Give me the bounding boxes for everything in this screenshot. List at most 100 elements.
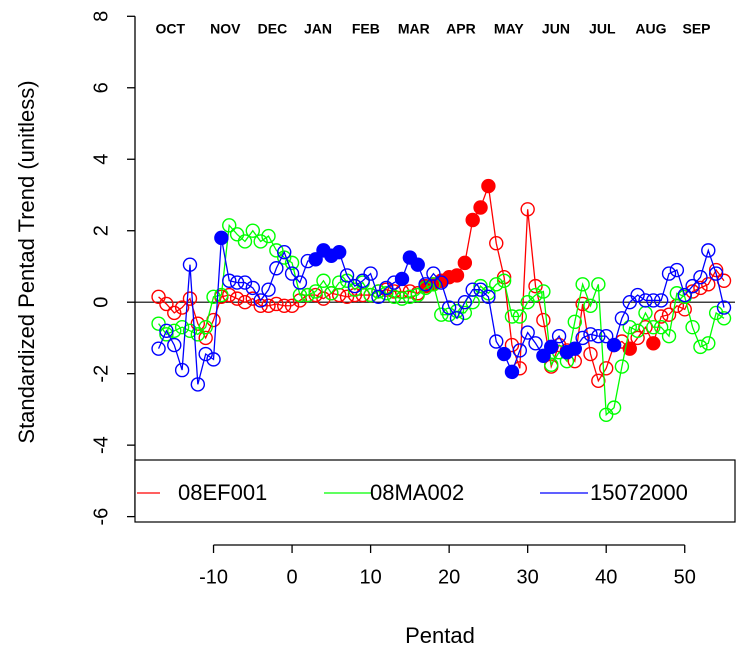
point xyxy=(386,289,402,305)
point xyxy=(159,323,174,338)
point xyxy=(622,320,637,335)
point xyxy=(536,312,551,328)
point xyxy=(410,287,425,303)
point xyxy=(669,262,685,278)
y-tick-label: 8 xyxy=(90,11,112,22)
point xyxy=(253,293,268,308)
point xyxy=(496,273,512,288)
point xyxy=(284,298,300,313)
point xyxy=(363,287,378,303)
point xyxy=(174,300,190,315)
point xyxy=(504,337,520,353)
point xyxy=(347,287,363,303)
point xyxy=(614,359,630,374)
point xyxy=(465,282,480,297)
point xyxy=(638,293,653,308)
point xyxy=(575,296,590,312)
point xyxy=(520,202,535,217)
point xyxy=(182,291,198,306)
point xyxy=(701,277,716,292)
point xyxy=(347,282,363,297)
point xyxy=(237,275,253,290)
point xyxy=(245,223,261,238)
x-tick-label: -10 xyxy=(199,566,228,588)
point xyxy=(159,296,174,312)
point xyxy=(441,300,457,315)
point xyxy=(269,296,284,312)
point xyxy=(685,320,700,335)
point xyxy=(630,323,645,338)
month-label: JUL xyxy=(589,21,616,37)
point xyxy=(457,294,473,310)
x-tick-label: 30 xyxy=(517,566,539,588)
month-label: DEC xyxy=(258,21,288,37)
point xyxy=(544,357,559,372)
point xyxy=(222,273,237,288)
point xyxy=(308,252,323,267)
y-tick-label: 0 xyxy=(90,297,112,308)
point xyxy=(567,341,582,356)
point xyxy=(222,218,237,233)
month-label: APR xyxy=(446,21,476,37)
x-tick-label: 50 xyxy=(674,566,696,588)
point xyxy=(677,287,692,303)
point xyxy=(653,293,669,308)
point xyxy=(481,289,496,305)
point xyxy=(646,336,661,351)
month-label: MAR xyxy=(398,21,430,37)
point xyxy=(646,293,661,308)
point xyxy=(520,325,535,340)
point xyxy=(536,348,551,364)
point xyxy=(528,287,543,303)
legend-label: 15072000 xyxy=(590,480,688,505)
point xyxy=(536,284,551,299)
point xyxy=(591,277,606,292)
point xyxy=(528,278,543,294)
point xyxy=(708,266,724,281)
point xyxy=(449,268,465,283)
point xyxy=(151,341,166,356)
point xyxy=(190,316,206,331)
series-line xyxy=(157,237,725,385)
point xyxy=(355,273,370,288)
point xyxy=(229,291,245,306)
point xyxy=(292,275,308,290)
point xyxy=(386,284,402,299)
point xyxy=(347,278,363,294)
point xyxy=(245,280,261,296)
y-axis-label: Standardized Pentad Trend (unitless) xyxy=(14,80,39,443)
legend-label: 08EF001 xyxy=(178,480,267,505)
point xyxy=(504,364,520,380)
point xyxy=(151,316,166,331)
point xyxy=(575,330,590,346)
point xyxy=(371,289,386,305)
legend-box xyxy=(134,459,736,523)
point xyxy=(473,200,488,215)
point xyxy=(496,346,512,362)
month-label: SEP xyxy=(683,21,711,37)
point xyxy=(614,311,630,326)
point xyxy=(316,291,331,306)
point xyxy=(394,271,410,287)
point xyxy=(512,343,528,358)
point xyxy=(606,400,622,415)
point xyxy=(708,262,724,278)
y-tick-label: -2 xyxy=(90,365,112,383)
point xyxy=(661,328,677,344)
y-tick-label: 4 xyxy=(90,154,112,165)
point xyxy=(646,320,661,335)
point xyxy=(575,277,590,292)
x-tick-label: 0 xyxy=(287,566,298,588)
point xyxy=(198,330,213,346)
point xyxy=(410,257,425,272)
point xyxy=(512,309,528,324)
point xyxy=(489,236,504,251)
point xyxy=(206,352,221,367)
point xyxy=(701,336,716,351)
point xyxy=(567,314,582,330)
point xyxy=(544,339,559,355)
point xyxy=(606,337,622,353)
point xyxy=(261,228,276,244)
point xyxy=(434,307,449,322)
month-label: OCT xyxy=(156,21,186,37)
